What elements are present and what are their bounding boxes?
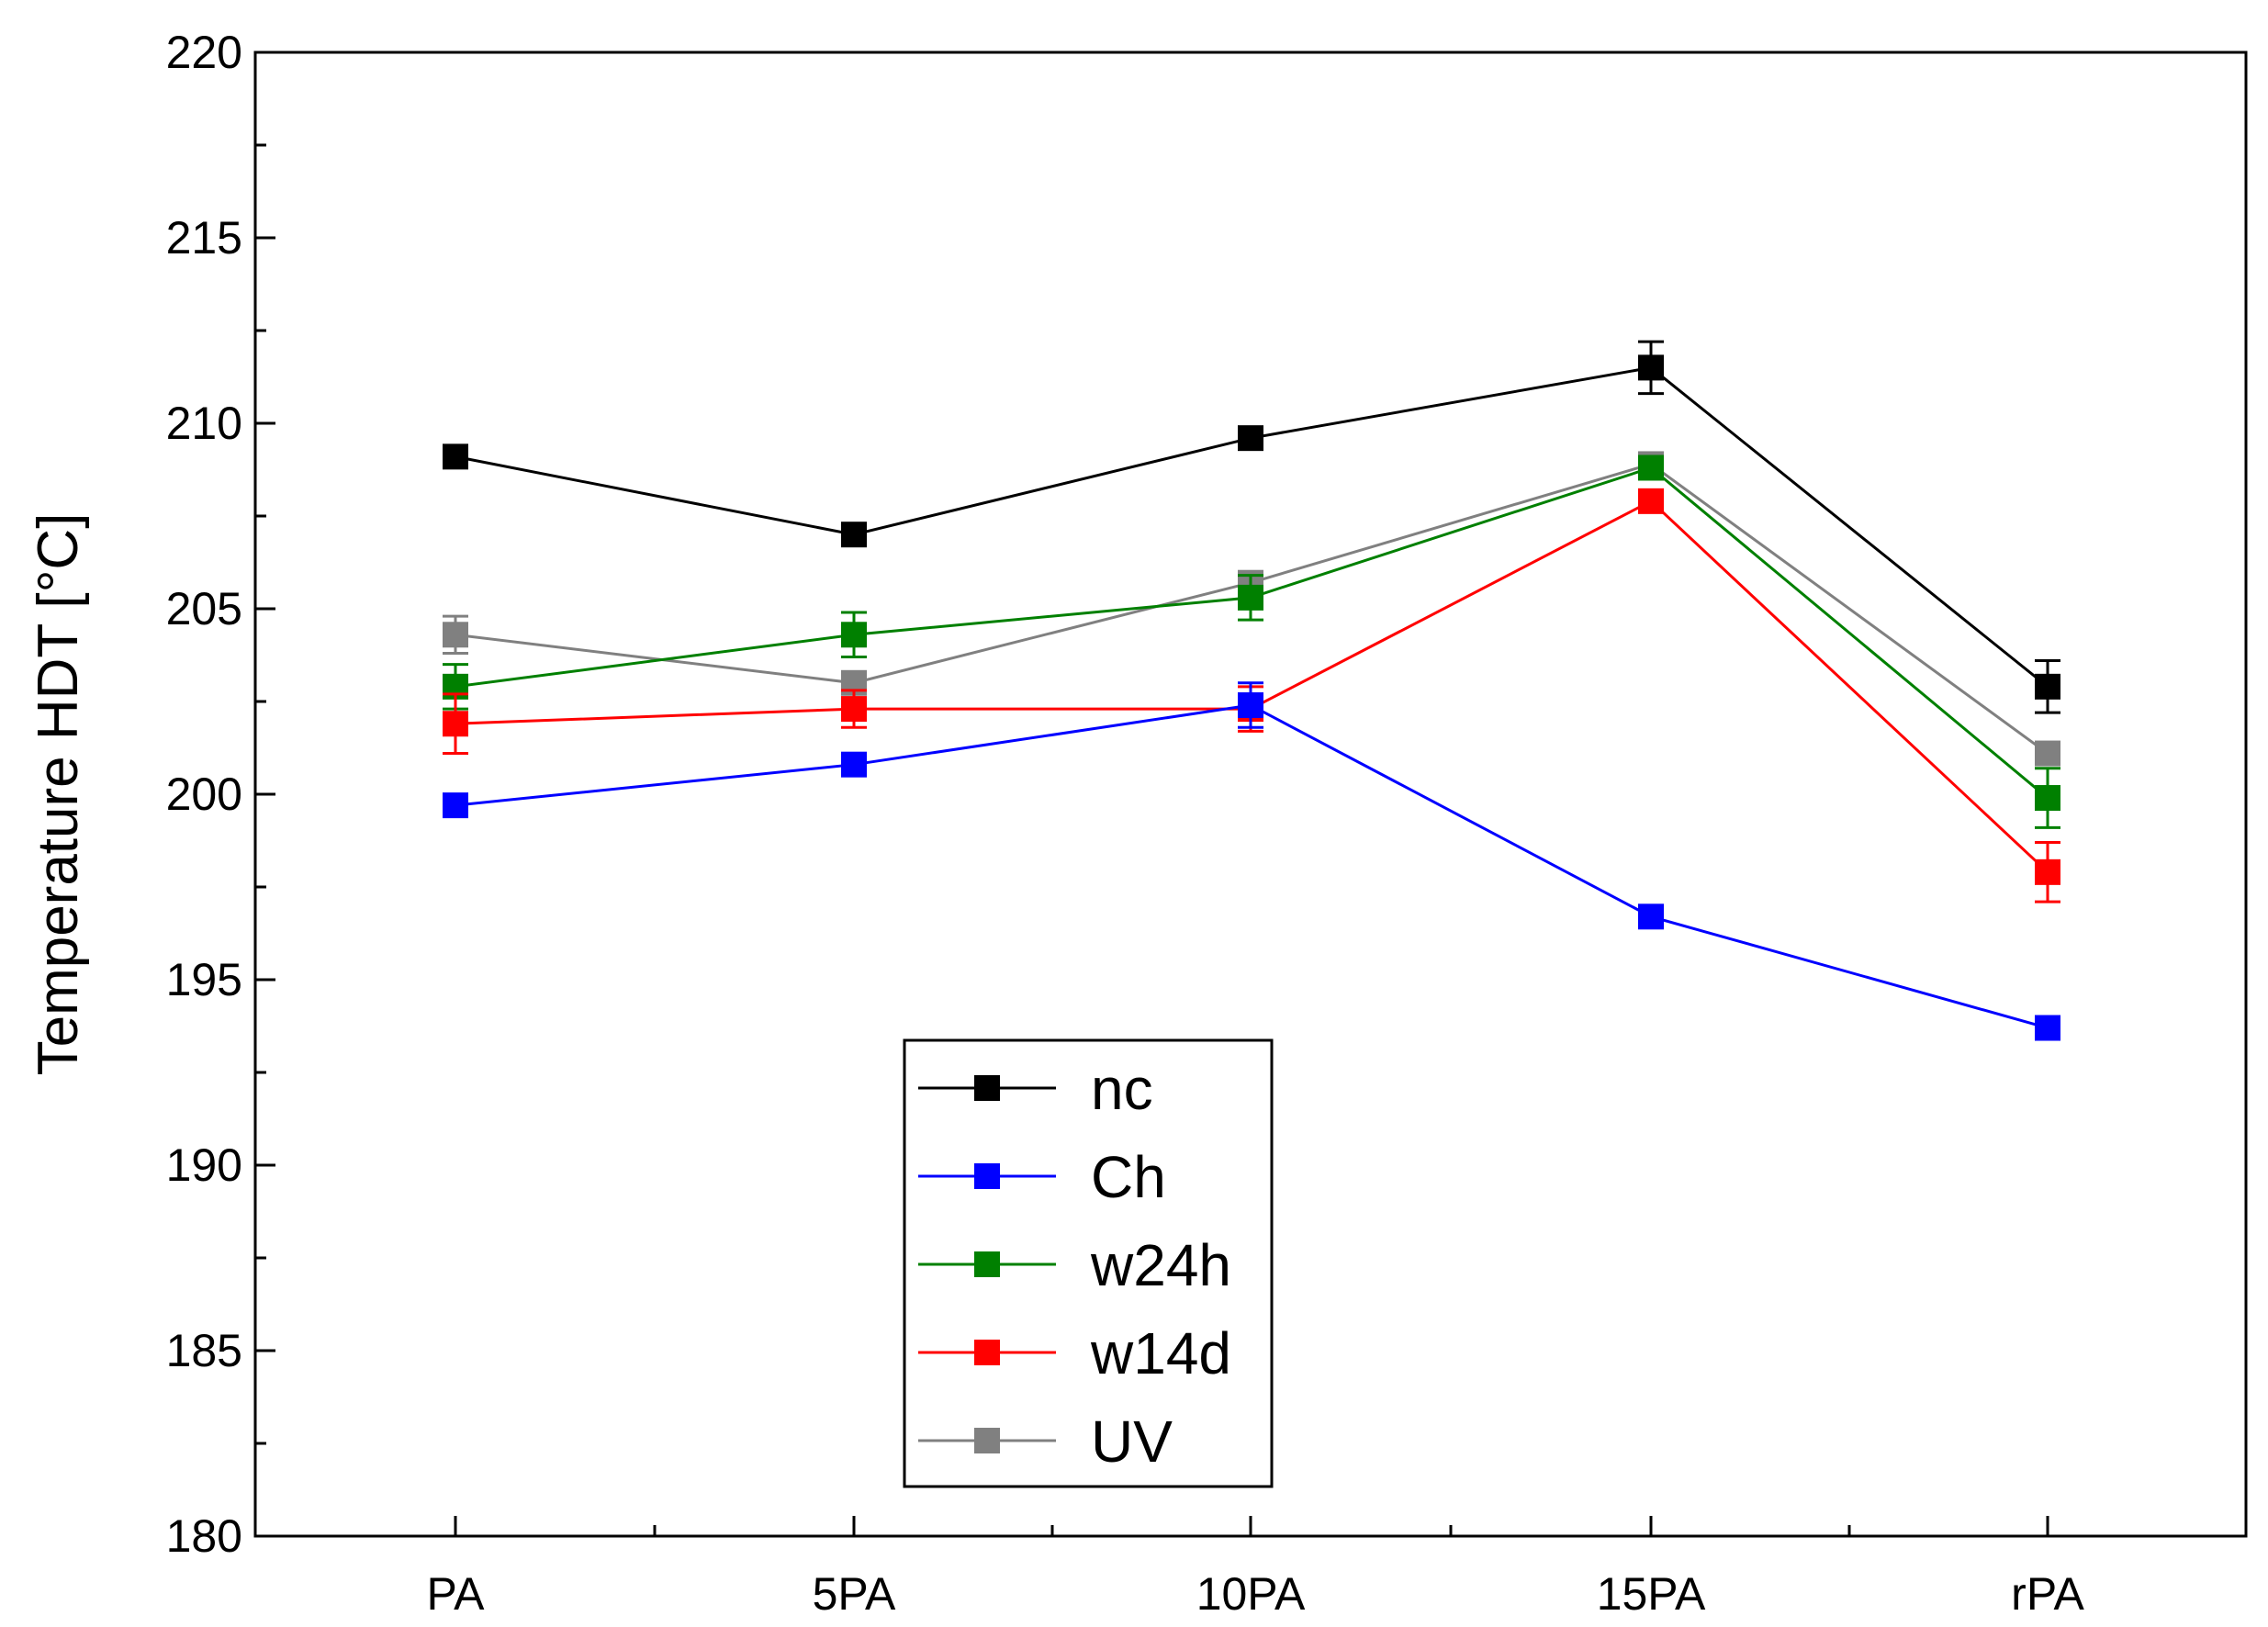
y-tick-label: 220	[166, 27, 242, 78]
legend-label: nc	[1091, 1056, 1153, 1122]
legend-label: w14d	[1090, 1320, 1231, 1386]
data-point	[2035, 1015, 2060, 1041]
data-point	[1638, 454, 1664, 481]
x-tick-label: 15PA	[1597, 1568, 1706, 1620]
data-point	[841, 622, 867, 648]
data-point	[841, 522, 867, 548]
data-point	[841, 751, 867, 778]
y-tick-label: 215	[166, 212, 242, 264]
series-line-w24h	[455, 466, 2049, 800]
y-axis: 180 185 190 195 200 205 210 215 220	[166, 27, 275, 1562]
data-point	[2035, 673, 2060, 700]
x-tick-label: rPA	[2011, 1568, 2084, 1620]
legend-item-Ch: Ch	[918, 1144, 1166, 1210]
y-tick-label: 205	[166, 583, 242, 634]
series-Ch	[443, 681, 2060, 1041]
legend-marker	[974, 1075, 1000, 1101]
data-point	[2035, 740, 2060, 767]
y-tick-label: 195	[166, 954, 242, 1005]
x-tick-label: PA	[427, 1568, 486, 1620]
legend-item-UV: UV	[918, 1408, 1173, 1475]
legend-label: Ch	[1091, 1144, 1166, 1210]
legend-marker	[974, 1251, 1000, 1277]
data-point	[443, 443, 468, 470]
data-point	[1638, 903, 1664, 930]
legend-item-nc: nc	[918, 1056, 1153, 1122]
legend-label: UV	[1091, 1408, 1173, 1475]
series-w24h	[443, 454, 2060, 829]
data-point	[2035, 785, 2060, 812]
x-axis: PA 5PA 10PA 15PA rPA	[427, 1516, 2084, 1620]
data-point	[1238, 692, 1263, 719]
data-point	[443, 711, 468, 737]
data-point	[2035, 858, 2060, 885]
data-point	[1638, 488, 1664, 514]
series-line-Ch	[455, 703, 2049, 1029]
y-tick-label: 185	[166, 1325, 242, 1376]
data-point	[443, 622, 468, 648]
legend-item-w24h: w24h	[918, 1232, 1231, 1298]
series-layer	[443, 340, 2060, 1041]
y-tick-label: 210	[166, 398, 242, 449]
x-tick-label: 5PA	[813, 1568, 896, 1620]
legend-marker	[974, 1163, 1000, 1189]
legend-marker	[974, 1340, 1000, 1365]
y-tick-label: 200	[166, 769, 242, 820]
legend-marker	[974, 1428, 1000, 1453]
y-tick-label: 190	[166, 1139, 242, 1191]
legend-label: w24h	[1090, 1232, 1231, 1298]
x-tick-label: 10PA	[1196, 1568, 1306, 1620]
data-point	[443, 792, 468, 819]
series-line-nc	[455, 365, 2049, 689]
data-point	[841, 696, 867, 723]
data-point	[1238, 584, 1263, 611]
series-nc	[443, 340, 2060, 714]
y-axis-title: Temperature HDT [°C]	[27, 513, 90, 1076]
data-point	[1238, 425, 1263, 452]
legend-item-w14d: w14d	[918, 1320, 1231, 1386]
legend: nc Ch w24h w14d UV	[903, 1038, 1274, 1488]
data-point	[1638, 354, 1664, 381]
y-tick-label: 180	[166, 1510, 242, 1562]
